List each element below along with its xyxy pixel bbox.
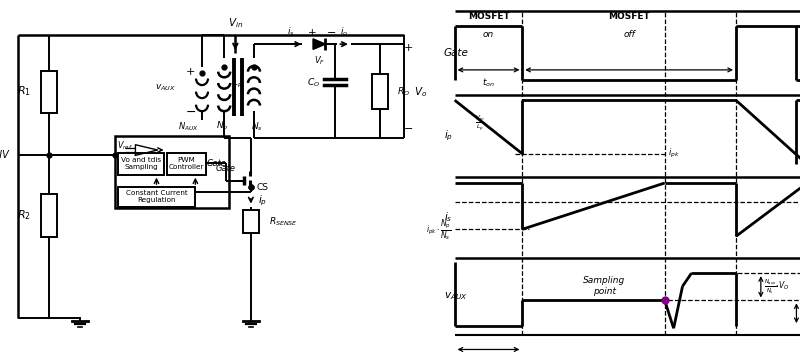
Text: $v_{AUX}$: $v_{AUX}$	[154, 83, 175, 94]
Text: $\frac{N_{aux}}{N_s}{\cdot}V_O$: $\frac{N_{aux}}{N_s}{\cdot}V_O$	[765, 278, 790, 296]
Polygon shape	[313, 39, 326, 49]
Text: Gate: Gate	[206, 159, 226, 168]
Text: $V_{in}$: $V_{in}$	[228, 16, 243, 30]
Text: $V_{ref}$: $V_{ref}$	[118, 139, 133, 152]
Text: MOSFET: MOSFET	[608, 12, 650, 21]
Text: Constant Current
Regulation: Constant Current Regulation	[126, 191, 187, 203]
Text: −: −	[404, 124, 414, 134]
Text: $i_p$: $i_p$	[258, 194, 266, 208]
Text: $R_2$: $R_2$	[18, 208, 31, 222]
Text: $N_{AUX}$: $N_{AUX}$	[178, 121, 199, 133]
Text: $v_{AUX}$: $v_{AUX}$	[444, 291, 467, 303]
Text: −: −	[186, 106, 196, 119]
Text: $C_O$: $C_O$	[306, 76, 320, 89]
Bar	[118, 187, 195, 207]
Bar	[243, 210, 259, 233]
Text: +: +	[308, 28, 316, 38]
Text: $V_o$: $V_o$	[414, 85, 427, 99]
Text: $i_s$: $i_s$	[444, 210, 453, 224]
Bar	[118, 153, 164, 175]
Text: INV: INV	[0, 150, 10, 160]
Text: Gate: Gate	[215, 164, 235, 173]
Text: on: on	[483, 30, 494, 39]
Bar	[41, 71, 57, 113]
Text: $R_{SENSE}$: $R_{SENSE}$	[269, 215, 298, 228]
Text: −: −	[327, 28, 337, 38]
Text: $\frac{V_{in}}{L_p}$: $\frac{V_{in}}{L_p}$	[474, 114, 485, 133]
Text: Gate: Gate	[444, 48, 469, 58]
Text: $i_o$: $i_o$	[340, 26, 348, 38]
Text: PWM
Controller: PWM Controller	[168, 157, 204, 170]
Text: CS: CS	[257, 183, 269, 192]
Bar	[41, 194, 57, 237]
Bar	[166, 153, 206, 175]
Text: $R_1$: $R_1$	[18, 84, 31, 98]
Text: $R_O$: $R_O$	[398, 85, 410, 98]
Text: MOSFET: MOSFET	[468, 12, 510, 21]
Text: $N_p$: $N_p$	[216, 120, 228, 133]
Text: +: +	[404, 43, 414, 53]
Text: Vo and tdis
Sampling: Vo and tdis Sampling	[121, 157, 161, 170]
Text: $i_s$: $i_s$	[287, 26, 294, 38]
Text: $i_{pk}\cdot\dfrac{N_p}{N_s}$: $i_{pk}\cdot\dfrac{N_p}{N_s}$	[426, 217, 451, 242]
Text: Sampling
point: Sampling point	[583, 276, 626, 295]
Text: $i_{pk}$: $i_{pk}$	[668, 147, 680, 160]
Text: $N_s$: $N_s$	[250, 120, 262, 132]
Text: +: +	[186, 67, 196, 77]
Text: $i_p$: $i_p$	[444, 129, 453, 143]
Text: off: off	[623, 30, 635, 39]
Bar	[115, 136, 229, 208]
Text: $L_p$: $L_p$	[232, 76, 242, 90]
Text: $V_F$: $V_F$	[314, 54, 325, 66]
Text: $t_{on}$: $t_{on}$	[482, 77, 495, 89]
Bar	[372, 74, 388, 109]
